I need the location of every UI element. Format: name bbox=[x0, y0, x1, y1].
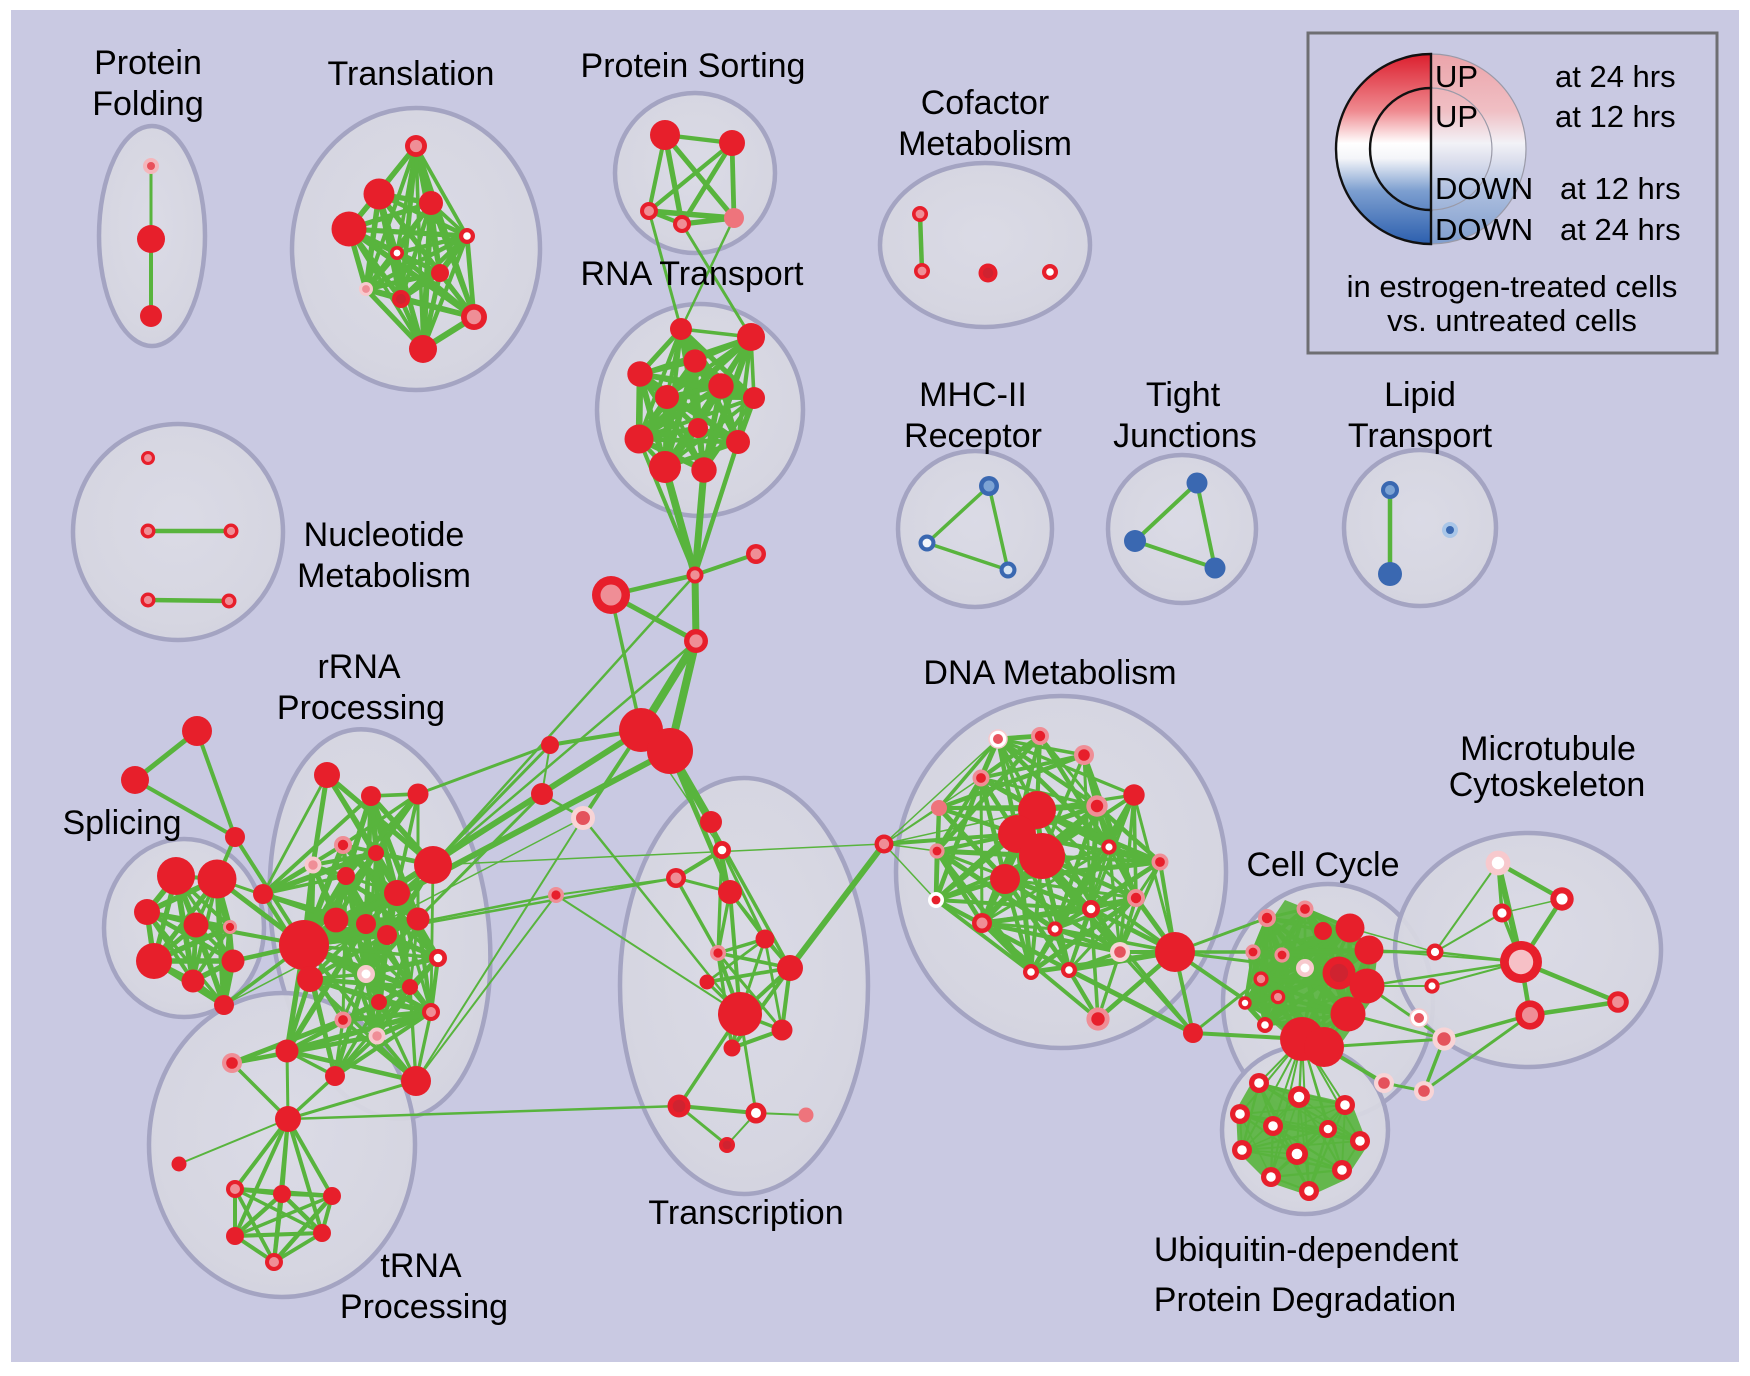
svg-text:at 24 hrs: at 24 hrs bbox=[1560, 212, 1681, 247]
svg-text:MHC-II: MHC-II bbox=[919, 376, 1027, 414]
svg-text:Receptor: Receptor bbox=[904, 417, 1042, 455]
svg-text:in estrogen-treated cells: in estrogen-treated cells bbox=[1347, 269, 1678, 304]
svg-text:Tight: Tight bbox=[1146, 376, 1221, 414]
svg-text:Translation: Translation bbox=[328, 55, 495, 93]
svg-text:Processing: Processing bbox=[340, 1288, 508, 1326]
svg-text:Junctions: Junctions bbox=[1113, 417, 1257, 455]
svg-text:DOWN: DOWN bbox=[1435, 212, 1533, 247]
svg-text:Cell Cycle: Cell Cycle bbox=[1246, 846, 1399, 884]
svg-text:DOWN: DOWN bbox=[1435, 171, 1533, 206]
svg-text:tRNA: tRNA bbox=[380, 1247, 462, 1285]
svg-text:Ubiquitin-dependent: Ubiquitin-dependent bbox=[1154, 1231, 1459, 1269]
svg-text:Transport: Transport bbox=[1348, 417, 1493, 455]
svg-text:Processing: Processing bbox=[277, 689, 445, 727]
svg-text:Nucleotide: Nucleotide bbox=[304, 516, 465, 554]
svg-text:Protein Sorting: Protein Sorting bbox=[581, 47, 806, 85]
svg-text:Transcription: Transcription bbox=[648, 1194, 843, 1232]
svg-text:Cofactor: Cofactor bbox=[921, 84, 1050, 122]
svg-text:Folding: Folding bbox=[92, 85, 204, 123]
svg-text:Microtubule: Microtubule bbox=[1460, 730, 1636, 768]
svg-text:UP: UP bbox=[1435, 59, 1478, 94]
svg-text:vs. untreated cells: vs. untreated cells bbox=[1387, 303, 1637, 338]
svg-text:Protein: Protein bbox=[94, 44, 202, 82]
svg-text:Splicing: Splicing bbox=[62, 804, 181, 842]
svg-text:rRNA: rRNA bbox=[317, 648, 400, 686]
svg-text:Cytoskeleton: Cytoskeleton bbox=[1449, 766, 1646, 804]
svg-text:RNA Transport: RNA Transport bbox=[581, 255, 805, 293]
svg-text:Protein Degradation: Protein Degradation bbox=[1154, 1281, 1456, 1319]
svg-text:at 12 hrs: at 12 hrs bbox=[1555, 99, 1676, 134]
svg-text:Lipid: Lipid bbox=[1384, 376, 1456, 414]
svg-text:UP: UP bbox=[1435, 99, 1478, 134]
svg-text:Metabolism: Metabolism bbox=[898, 125, 1072, 163]
svg-text:at 24 hrs: at 24 hrs bbox=[1555, 59, 1676, 94]
svg-text:at 12 hrs: at 12 hrs bbox=[1560, 171, 1681, 206]
svg-text:Metabolism: Metabolism bbox=[297, 557, 471, 595]
svg-text:DNA Metabolism: DNA Metabolism bbox=[923, 654, 1176, 692]
